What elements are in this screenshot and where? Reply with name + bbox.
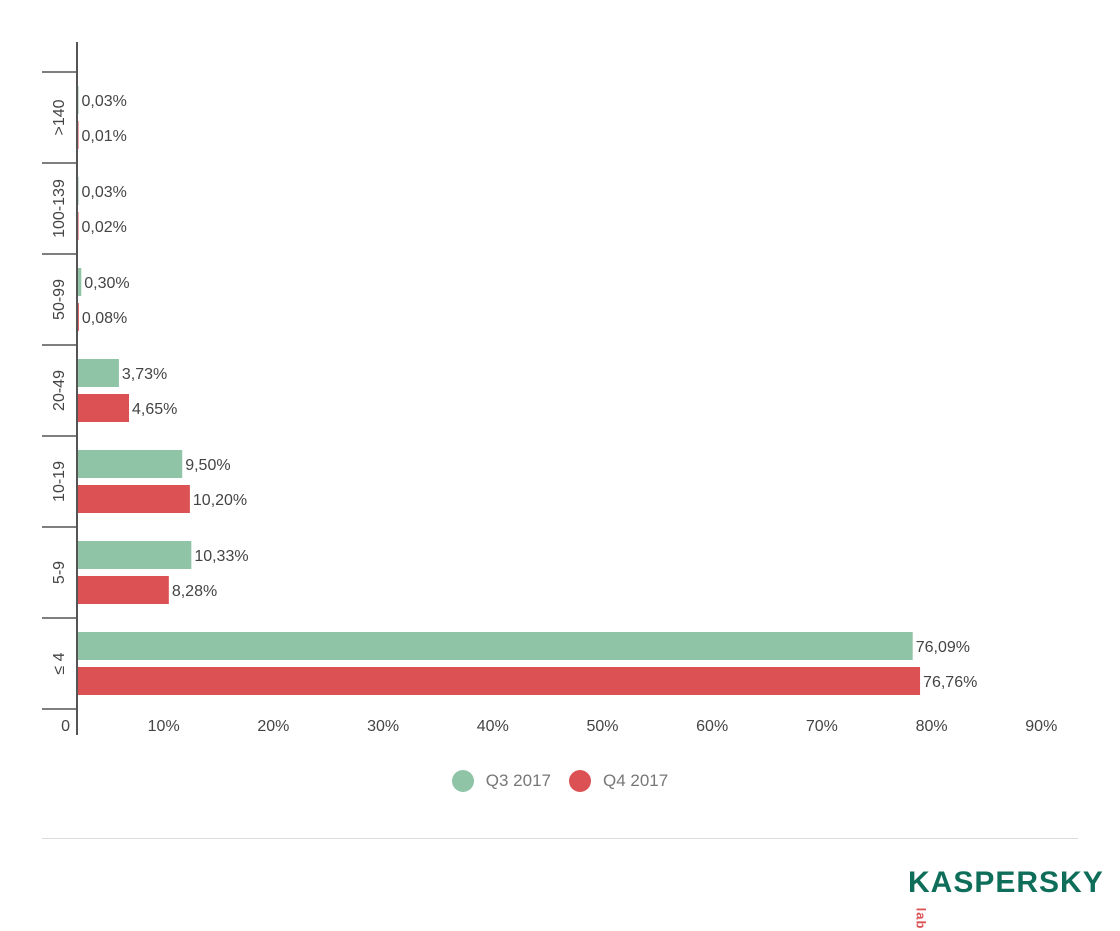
data-label: 8,28%	[172, 583, 217, 600]
data-label: 0,03%	[82, 184, 127, 201]
x-tick-label: 60%	[696, 718, 728, 735]
x-tick-label: 0	[61, 718, 70, 735]
bar-q3	[78, 359, 119, 387]
category-label: 50-99	[51, 279, 68, 320]
bar-q4	[78, 667, 921, 695]
bar-q4	[78, 212, 79, 240]
legend-label-q4: Q4 2017	[603, 771, 669, 790]
bar-q4	[78, 485, 190, 513]
data-label: 0,01%	[82, 128, 127, 145]
logo-text: KASPERSKY	[908, 866, 1104, 899]
bar-q3	[78, 450, 183, 478]
legend-item-q3[interactable]: Q3 2017	[451, 770, 551, 792]
category-label: 100-139	[51, 179, 68, 238]
legend-label-q3: Q3 2017	[485, 771, 551, 790]
bar-chart: >140 0,03% 0,01% 100-139 0,03% 0,02% 50-99 0,30…	[42, 42, 1057, 735]
data-label: 0,03%	[82, 93, 127, 110]
legend-item-q4[interactable]: Q4 2017	[569, 770, 668, 792]
category-label: 10-19	[51, 461, 68, 502]
bar-q4	[78, 303, 79, 331]
x-tick-label: 70%	[806, 718, 838, 735]
legend-swatch-q3	[451, 770, 474, 792]
x-tick-label: 10%	[148, 718, 180, 735]
data-label: 4,65%	[132, 401, 177, 418]
legend: Q3 2017 Q4 2017	[0, 770, 1120, 792]
x-tick-label: 20%	[257, 718, 289, 735]
x-tick-label: 80%	[916, 718, 948, 735]
logo-sub: lab	[913, 907, 929, 929]
bar-q3	[78, 541, 192, 569]
data-label: 10,33%	[194, 548, 248, 565]
divider	[42, 838, 1078, 839]
category-label: ≤ 4	[51, 652, 68, 674]
bar-q3	[78, 86, 79, 114]
data-label: 3,73%	[122, 366, 167, 383]
bar-q3	[78, 268, 82, 296]
bar-q3	[78, 177, 79, 205]
bar-q4	[78, 394, 130, 422]
data-label: 0,30%	[84, 275, 129, 292]
data-label: 76,09%	[916, 639, 970, 656]
category-label: 5-9	[51, 561, 68, 584]
x-tick-label: 30%	[367, 718, 399, 735]
data-label: 76,76%	[923, 674, 977, 691]
data-label: 0,08%	[82, 310, 127, 327]
category-label: >140	[51, 99, 68, 135]
x-tick-label: 40%	[477, 718, 509, 735]
bar-q4	[78, 121, 79, 149]
data-label: 10,20%	[193, 492, 247, 509]
x-tick-label: 90%	[1025, 718, 1057, 735]
data-label: 0,02%	[82, 219, 127, 236]
bar-q3	[78, 632, 913, 660]
x-tick-label: 50%	[586, 718, 618, 735]
bar-q4	[78, 576, 169, 604]
category-label: 20-49	[51, 370, 68, 411]
legend-swatch-q4	[569, 770, 591, 792]
kaspersky-logo: KASPERSKY lab	[908, 866, 1120, 931]
data-label: 9,50%	[185, 457, 230, 474]
